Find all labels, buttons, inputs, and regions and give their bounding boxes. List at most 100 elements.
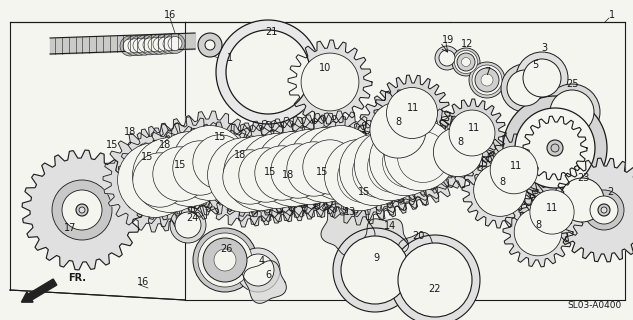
Circle shape [454,51,477,74]
Polygon shape [325,120,425,220]
Text: 8: 8 [457,137,463,147]
Text: 18: 18 [159,140,171,150]
Text: 24: 24 [186,213,198,223]
Circle shape [170,207,206,243]
Text: 18: 18 [234,150,246,160]
Polygon shape [370,105,470,205]
Circle shape [461,58,470,67]
Circle shape [133,153,187,207]
Circle shape [584,190,624,230]
Circle shape [387,87,437,139]
Circle shape [452,48,480,76]
Circle shape [449,110,495,156]
Circle shape [153,132,227,206]
Polygon shape [257,115,361,219]
Circle shape [135,35,155,55]
Circle shape [435,46,459,70]
Circle shape [341,236,409,304]
Polygon shape [374,75,450,151]
Circle shape [301,53,359,111]
Circle shape [165,34,185,53]
Circle shape [469,62,505,98]
Circle shape [120,36,140,56]
Polygon shape [158,111,262,215]
Circle shape [304,126,379,200]
Circle shape [530,190,574,234]
Circle shape [475,68,499,92]
Text: 20: 20 [412,231,424,241]
Circle shape [62,190,102,230]
Text: 16: 16 [164,10,176,20]
Circle shape [158,37,172,51]
Text: 11: 11 [468,123,480,133]
Circle shape [303,140,357,194]
Polygon shape [355,129,431,205]
Polygon shape [340,115,440,215]
Text: 1: 1 [609,10,615,20]
Polygon shape [358,90,438,170]
Polygon shape [244,261,286,303]
Text: 26: 26 [220,244,232,254]
Circle shape [287,142,341,196]
Circle shape [368,141,418,193]
Circle shape [118,143,192,217]
Text: 15: 15 [106,140,118,150]
Text: 2: 2 [607,187,613,197]
Polygon shape [138,117,242,221]
Text: 7: 7 [484,67,490,77]
Text: 8: 8 [535,220,541,230]
Circle shape [369,124,441,196]
Circle shape [198,33,222,57]
Circle shape [132,138,208,212]
Polygon shape [241,117,345,221]
Circle shape [153,147,207,201]
Text: 14: 14 [384,221,396,231]
Text: 5: 5 [532,60,538,70]
Text: 8: 8 [499,177,505,187]
Polygon shape [226,135,306,215]
Circle shape [354,129,426,201]
Polygon shape [120,140,200,220]
Circle shape [550,90,594,134]
Circle shape [590,196,618,224]
Circle shape [140,35,160,55]
Polygon shape [103,128,207,232]
Circle shape [133,38,147,52]
Circle shape [123,39,137,53]
Circle shape [544,84,600,140]
Circle shape [255,146,309,200]
Circle shape [173,141,227,195]
Circle shape [160,34,180,54]
Circle shape [150,34,170,54]
Circle shape [79,207,85,213]
Circle shape [193,135,248,189]
Polygon shape [310,125,410,225]
Circle shape [554,172,610,228]
Polygon shape [225,119,329,223]
Circle shape [547,140,563,156]
Polygon shape [258,131,338,211]
Polygon shape [370,124,446,200]
Circle shape [490,146,538,194]
Circle shape [198,233,252,287]
Circle shape [128,39,142,53]
Text: 15: 15 [264,167,276,177]
Polygon shape [321,204,375,256]
Circle shape [337,151,389,203]
Circle shape [472,65,502,95]
Text: 21: 21 [265,27,277,37]
Circle shape [125,36,145,56]
Polygon shape [291,127,370,207]
Text: 18: 18 [282,170,294,180]
Circle shape [223,150,277,204]
Circle shape [382,137,434,188]
Polygon shape [22,150,142,270]
Circle shape [287,128,363,203]
Circle shape [76,204,88,216]
Polygon shape [398,232,437,272]
Text: 9: 9 [373,253,379,263]
Polygon shape [361,219,408,264]
Circle shape [155,34,175,54]
Polygon shape [503,197,573,267]
Text: 10: 10 [319,63,331,73]
